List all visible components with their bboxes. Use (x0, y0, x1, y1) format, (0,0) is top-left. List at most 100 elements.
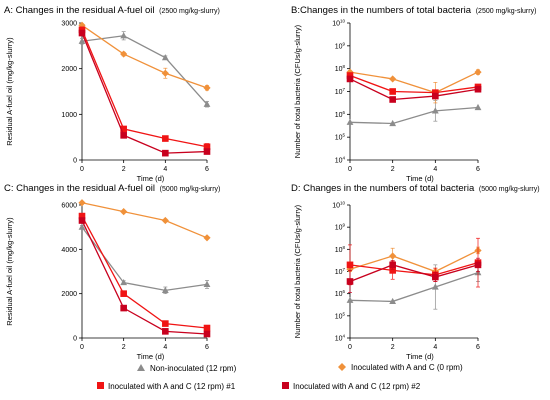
y-tick-label: 0 (73, 158, 77, 165)
data-point (120, 132, 127, 139)
series-line (349, 78, 479, 101)
panel-a-chart: 0 2 4 6 0 1000 2000 3000 Time (d) Residual A-fuel… (5, 21, 211, 183)
data-point (389, 252, 397, 260)
panel-d-chart: 0 2 4 6 104 105 106 107 108 109 1010 Time (d) Number… (293, 201, 482, 361)
series-s2 (78, 26, 211, 151)
data-point (203, 84, 211, 92)
data-point (346, 261, 354, 269)
data-point (120, 50, 128, 58)
legend-item-non-inoculated: Non-inoculated (12 rpm) (137, 364, 237, 373)
data-point (78, 223, 86, 230)
data-point (346, 72, 354, 79)
data-point (203, 324, 211, 332)
x-axis-label: Time (d) (406, 174, 434, 183)
x-tick-label: 2 (391, 166, 395, 173)
series-s3 (78, 217, 211, 338)
x-tick-label: 4 (433, 166, 437, 173)
legend-label: Inoculated with A and C (12 rpm) #1 (108, 382, 236, 391)
data-point (78, 21, 86, 29)
data-point (203, 330, 211, 338)
data-point (78, 29, 86, 37)
y-tick-label: 2000 (61, 66, 77, 73)
x-tick-label: 2 (391, 344, 395, 351)
y-tick-label: 2000 (61, 291, 77, 298)
y-tick-label: 1000 (61, 112, 77, 119)
x-axis-label: Time (d) (406, 352, 434, 361)
series-s3 (346, 257, 482, 293)
data-point (203, 280, 211, 287)
legend: Non-inoculated (12 rpm) Inoculated with … (97, 363, 463, 391)
series-line (349, 106, 479, 125)
x-tick-label: 2 (122, 344, 126, 351)
series-line (81, 202, 208, 239)
y-tick-label: 104 (335, 156, 346, 165)
data-point (389, 96, 396, 103)
data-point (346, 278, 354, 285)
legend-marker-triangle (137, 364, 145, 371)
data-point (162, 328, 169, 335)
data-point (389, 88, 396, 95)
data-point (120, 278, 128, 286)
series-s1 (78, 199, 211, 242)
data-point (120, 125, 127, 133)
data-point (120, 32, 128, 39)
data-point (78, 199, 86, 207)
series-line (81, 32, 208, 154)
series-line (81, 215, 208, 329)
y-tick-label: 6000 (61, 203, 77, 210)
y-tick-label: 105 (335, 133, 346, 142)
series-line (349, 74, 479, 94)
series-line (81, 29, 208, 148)
y-tick-label: 3000 (61, 21, 77, 28)
data-point (78, 217, 86, 224)
y-tick-label: 109 (335, 41, 346, 50)
data-point (78, 212, 86, 220)
series-s2 (346, 237, 482, 288)
data-point (162, 320, 169, 327)
y-tick-label: 109 (335, 223, 346, 232)
legend-item-12rpm-2: Inoculated with A and C (12 rpm) #2 (282, 382, 421, 391)
series-line (349, 71, 479, 94)
legend-label: Inoculated with A and C (12 rpm) #2 (293, 382, 421, 391)
legend-marker-square (282, 382, 289, 389)
legend-label: Non-inoculated (12 rpm) (150, 364, 237, 373)
data-point (432, 92, 439, 100)
data-point (346, 296, 354, 303)
y-axis-label: Number of total bacteria (CFUs/g-slurry) (293, 24, 302, 158)
y-tick-label: 106 (335, 289, 346, 298)
y-tick-label: 105 (335, 311, 346, 320)
data-point (346, 75, 354, 83)
data-point (161, 216, 169, 225)
y-tick-label: 107 (335, 267, 346, 276)
series-line (81, 35, 208, 105)
series-s0 (346, 100, 482, 127)
data-point (120, 290, 127, 297)
x-tick-label: 6 (476, 344, 480, 351)
data-point (162, 149, 169, 157)
data-point (389, 297, 397, 305)
x-tick-label: 2 (122, 166, 126, 173)
data-point (161, 54, 169, 61)
panel-a-title: A: Changes in the residual A-fuel oil (2… (4, 5, 220, 16)
data-point (432, 273, 439, 281)
series-line (349, 262, 479, 276)
y-axis-label: Residual A-fuel oil (mg/kg-slurry) (5, 37, 14, 146)
panel-c-chart: 0 2 4 6 0 2000 4000 6000 Time (d) Residual A-fuel… (5, 199, 211, 361)
data-point (389, 119, 397, 127)
x-tick-label: 0 (80, 166, 84, 173)
data-point (203, 234, 211, 242)
panel-b-chart: 0 2 4 6 104 105 106 107 108 109 1010 Time (d) Number… (293, 19, 482, 183)
data-point (120, 304, 127, 312)
data-point (161, 286, 169, 293)
series-line (81, 24, 208, 89)
data-point (431, 107, 439, 114)
panel-c-title: C: Changes in the residual A-fuel oil (5… (4, 183, 220, 194)
series-line (349, 249, 479, 273)
x-tick-label: 0 (348, 344, 352, 351)
x-axis-label: Time (d) (137, 352, 165, 361)
y-tick-label: 1010 (332, 19, 345, 28)
y-tick-label: 4000 (61, 247, 77, 254)
x-tick-label: 6 (205, 344, 209, 351)
series-line (349, 264, 479, 283)
series-s2 (78, 212, 211, 332)
